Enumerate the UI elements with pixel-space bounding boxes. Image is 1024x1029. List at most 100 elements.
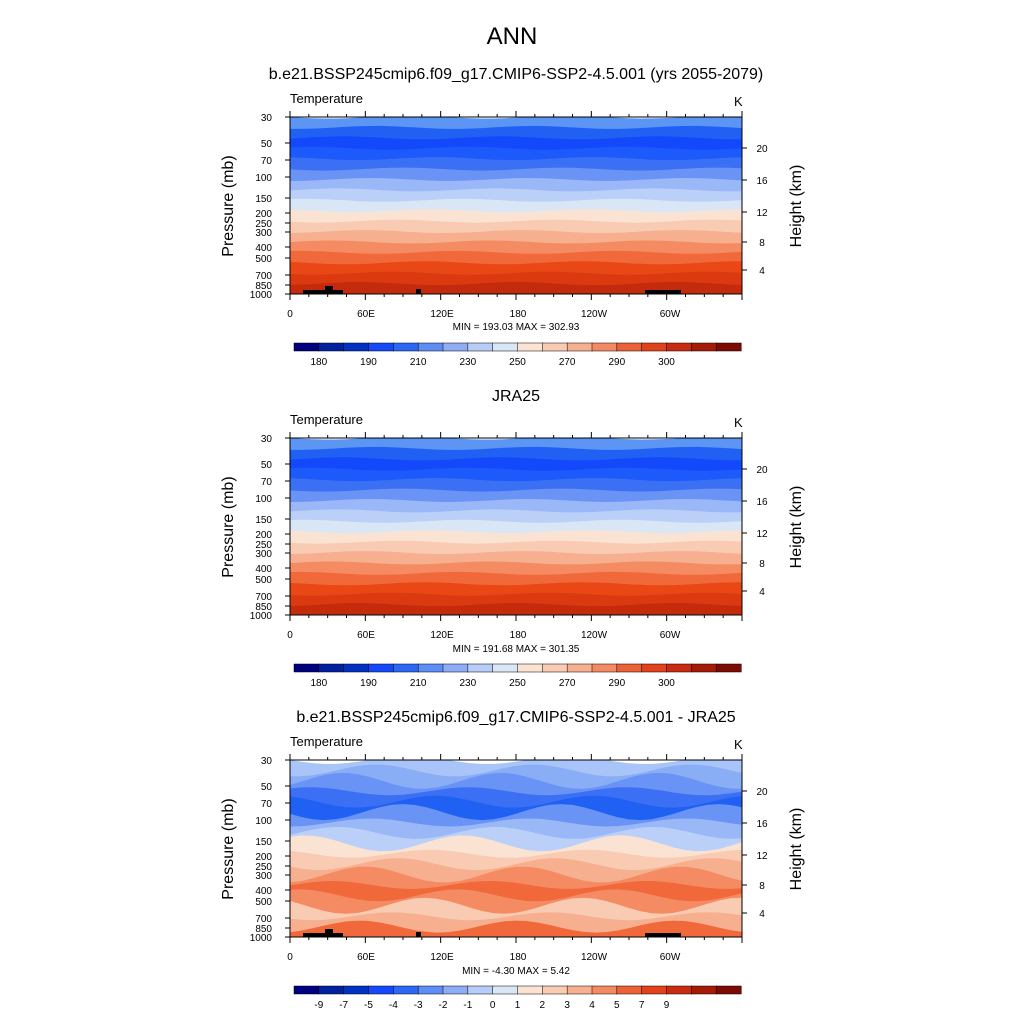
colorbar-swatch <box>591 342 618 352</box>
stats-label: MIN = 191.68 MAX = 301.35 <box>453 644 580 655</box>
colorbar-swatch <box>417 663 444 673</box>
colorbar-swatch <box>591 663 618 673</box>
topography <box>325 929 333 937</box>
y-tick-label: 850 <box>255 924 272 935</box>
x-tick-label: 120W <box>581 952 608 963</box>
colorbar-swatch <box>318 342 345 352</box>
y-tick-label: 850 <box>255 281 272 292</box>
y-tick-label: 70 <box>261 477 273 488</box>
contour-band <box>290 282 742 294</box>
x-tick-label: 0 <box>287 309 293 320</box>
y2-tick-label: 12 <box>756 208 768 219</box>
y-tick-label: 700 <box>255 914 272 925</box>
colorbar-swatch <box>666 985 692 995</box>
colorbar-swatch <box>467 985 494 995</box>
colorbar-swatch <box>542 663 568 673</box>
colorbar-swatch <box>517 985 543 995</box>
colorbar-swatch <box>393 342 419 352</box>
y2-tick-label: 16 <box>756 176 768 187</box>
colorbar-swatch <box>343 663 370 673</box>
y-axis-label: Pressure (mb) <box>220 155 237 256</box>
colorbar-label: 270 <box>559 678 576 689</box>
colorbar-label: 290 <box>608 678 625 689</box>
colorbar-swatch <box>318 985 345 995</box>
x-tick-label: 60E <box>357 630 375 641</box>
colorbar-swatch <box>691 663 717 673</box>
colorbar-label: 7 <box>639 1000 645 1011</box>
colorbar-label: 250 <box>509 678 526 689</box>
colorbar-swatch <box>318 663 345 673</box>
colorbar-swatch <box>368 663 394 673</box>
colorbar-label: 230 <box>459 678 476 689</box>
colorbar-label: 180 <box>310 357 327 368</box>
panel-model: b.e21.BSSP245cmip6.f09_g17.CMIP6-SSP2-4.… <box>220 66 805 368</box>
colorbar-swatch <box>641 342 668 352</box>
colorbar-swatch <box>417 342 444 352</box>
topography <box>416 932 421 937</box>
colorbar-label: 5 <box>614 1000 620 1011</box>
y-tick-label: 70 <box>261 156 273 167</box>
x-tick-label: 0 <box>287 630 293 641</box>
colorbar-swatch <box>666 342 692 352</box>
colorbar-swatch <box>691 342 717 352</box>
y-tick-label: 400 <box>255 886 272 897</box>
contour-band <box>290 920 742 937</box>
colorbar-swatch <box>442 663 469 673</box>
y-tick-label: 850 <box>255 602 272 613</box>
colorbar-swatch <box>393 985 419 995</box>
y-tick-label: 70 <box>261 799 273 810</box>
y2-tick-label: 4 <box>759 266 765 277</box>
y-tick-label: 700 <box>255 271 272 282</box>
colorbar-swatch <box>368 342 394 352</box>
colorbar-label: 180 <box>310 678 327 689</box>
y-tick-label: 300 <box>255 228 272 239</box>
colorbar-label: 1 <box>515 1000 521 1011</box>
contour-band <box>290 849 742 874</box>
y-tick-label: 30 <box>261 113 273 124</box>
y-tick-label: 150 <box>255 194 272 205</box>
y-tick-label: 200 <box>255 530 272 541</box>
colorbar-swatch <box>616 985 643 995</box>
topography <box>645 290 681 294</box>
colorbar: -9 -7 -5 -4 -3 -2 -1 0 1 2 3 4 5 7 9 <box>293 985 742 1011</box>
contour-band <box>290 826 742 856</box>
colorbar: 180 190 210 230 250 270 290 300 <box>293 342 742 368</box>
units-label: K <box>734 415 743 430</box>
y-tick-label: 50 <box>261 139 273 150</box>
y-tick-label: 500 <box>255 897 272 908</box>
y-tick-label: 400 <box>255 564 272 575</box>
y2-tick-label: 16 <box>756 497 768 508</box>
colorbar-swatch <box>691 985 717 995</box>
colorbar-swatch <box>566 342 593 352</box>
colorbar-label: 270 <box>559 357 576 368</box>
colorbar-label: -1 <box>463 1000 472 1011</box>
stats-label: MIN = -4.30 MAX = 5.42 <box>462 966 570 977</box>
y-tick-label: 400 <box>255 243 272 254</box>
y-tick-label: 150 <box>255 837 272 848</box>
x-tick-label: 180 <box>510 309 527 320</box>
x-tick-label: 60W <box>660 309 681 320</box>
topography <box>645 933 681 937</box>
y-tick-label: 500 <box>255 575 272 586</box>
y-tick-label: 250 <box>255 540 272 551</box>
colorbar-label: 300 <box>658 357 675 368</box>
y2-axis-label: Height (km) <box>788 165 805 248</box>
colorbar-label: 4 <box>589 1000 595 1011</box>
colorbar-swatch <box>417 985 444 995</box>
colorbar: 180 190 210 230 250 270 290 300 <box>293 663 742 689</box>
colorbar-label: 3 <box>564 1000 570 1011</box>
y2-tick-label: 8 <box>759 559 765 570</box>
panel-difference: b.e21.BSSP245cmip6.f09_g17.CMIP6-SSP2-4.… <box>220 709 805 1011</box>
y-tick-label: 30 <box>261 756 273 767</box>
y2-axis-label: Height (km) <box>788 808 805 891</box>
y-tick-label: 250 <box>255 862 272 873</box>
x-tick-label: 60E <box>357 309 375 320</box>
y-tick-label: 700 <box>255 592 272 603</box>
colorbar-label: -5 <box>364 1000 373 1011</box>
x-tick-label: 60W <box>660 630 681 641</box>
y-tick-label: 1000 <box>250 290 273 301</box>
colorbar-swatch <box>343 985 370 995</box>
colorbar-swatch <box>542 985 568 995</box>
colorbar-label: -9 <box>314 1000 323 1011</box>
